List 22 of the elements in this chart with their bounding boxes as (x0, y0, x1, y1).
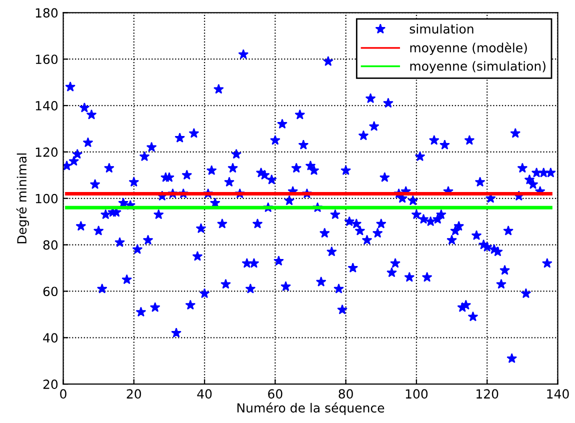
x-tick-label: 20 (126, 389, 142, 399)
y-tick-label: 160 (36, 54, 58, 64)
y-tick-label: 100 (36, 194, 58, 204)
y-axis-title: Degré minimal (16, 153, 29, 244)
y-tick-label: 120 (36, 147, 58, 157)
x-tick-label: 0 (60, 389, 66, 399)
x-axis-title: Numéro de la séquence (237, 402, 384, 416)
x-tick-label: 120 (476, 389, 498, 399)
y-tick-label: 20 (43, 380, 58, 390)
y-tick-label: 80 (43, 240, 58, 250)
y-tick-label: 60 (43, 286, 58, 296)
x-tick-label: 40 (197, 389, 212, 399)
y-tick-label: 140 (36, 101, 58, 110)
y-tick-label: 40 (43, 333, 58, 343)
legend-label: moyenne (simulation) (410, 61, 546, 74)
x-tick-label: 80 (338, 389, 353, 399)
x-tick-label: 140 (547, 389, 569, 399)
y-tick-label: 180 (36, 8, 58, 18)
x-tick-label: 60 (268, 389, 282, 399)
x-tick-label: 100 (406, 389, 428, 399)
legend-label: simulation (410, 24, 474, 34)
legend-label: moyenne (modèle) (410, 42, 527, 55)
